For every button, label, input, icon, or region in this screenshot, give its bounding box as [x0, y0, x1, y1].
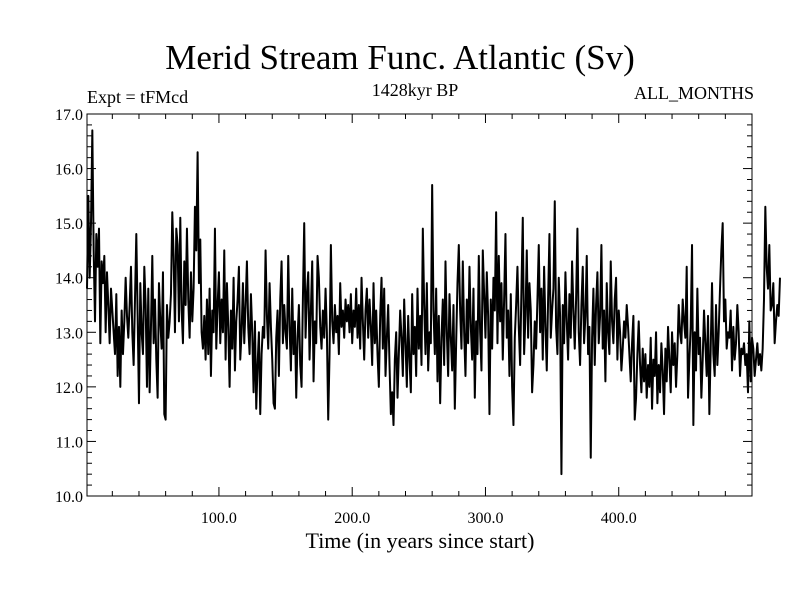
x-tick-label: 200.0	[334, 510, 370, 527]
axis-ticks	[87, 113, 753, 497]
experiment-label: Expt = tFMcd	[87, 87, 189, 107]
plot-frame	[86, 113, 753, 497]
x-tick-label: 400.0	[601, 510, 637, 527]
y-tick-label: 15.0	[55, 216, 83, 233]
months-label: ALL_MONTHS	[634, 83, 754, 103]
x-tick-label: 300.0	[467, 510, 503, 527]
y-tick-label: 13.0	[55, 325, 83, 342]
x-tick-label: 100.0	[201, 510, 237, 527]
y-tick-label: 14.0	[55, 271, 83, 288]
y-tick-label: 17.0	[55, 107, 83, 124]
x-axis-label: Time (in years since start)	[305, 528, 535, 553]
y-tick-label: 16.0	[55, 162, 83, 179]
y-tick-label: 11.0	[56, 434, 83, 451]
y-tick-label: 10.0	[55, 489, 83, 506]
chart-subtitle: 1428kyr BP	[371, 80, 459, 100]
series-line	[86, 129, 781, 476]
tick-labels: 10.0 11.0 12.0 13.0 14.0 15.0 16.0 17.0 100.0 200…	[55, 107, 637, 527]
y-tick-label: 12.0	[55, 380, 83, 397]
chart-title: Merid Stream Func. Atlantic (Sv)	[165, 38, 635, 77]
